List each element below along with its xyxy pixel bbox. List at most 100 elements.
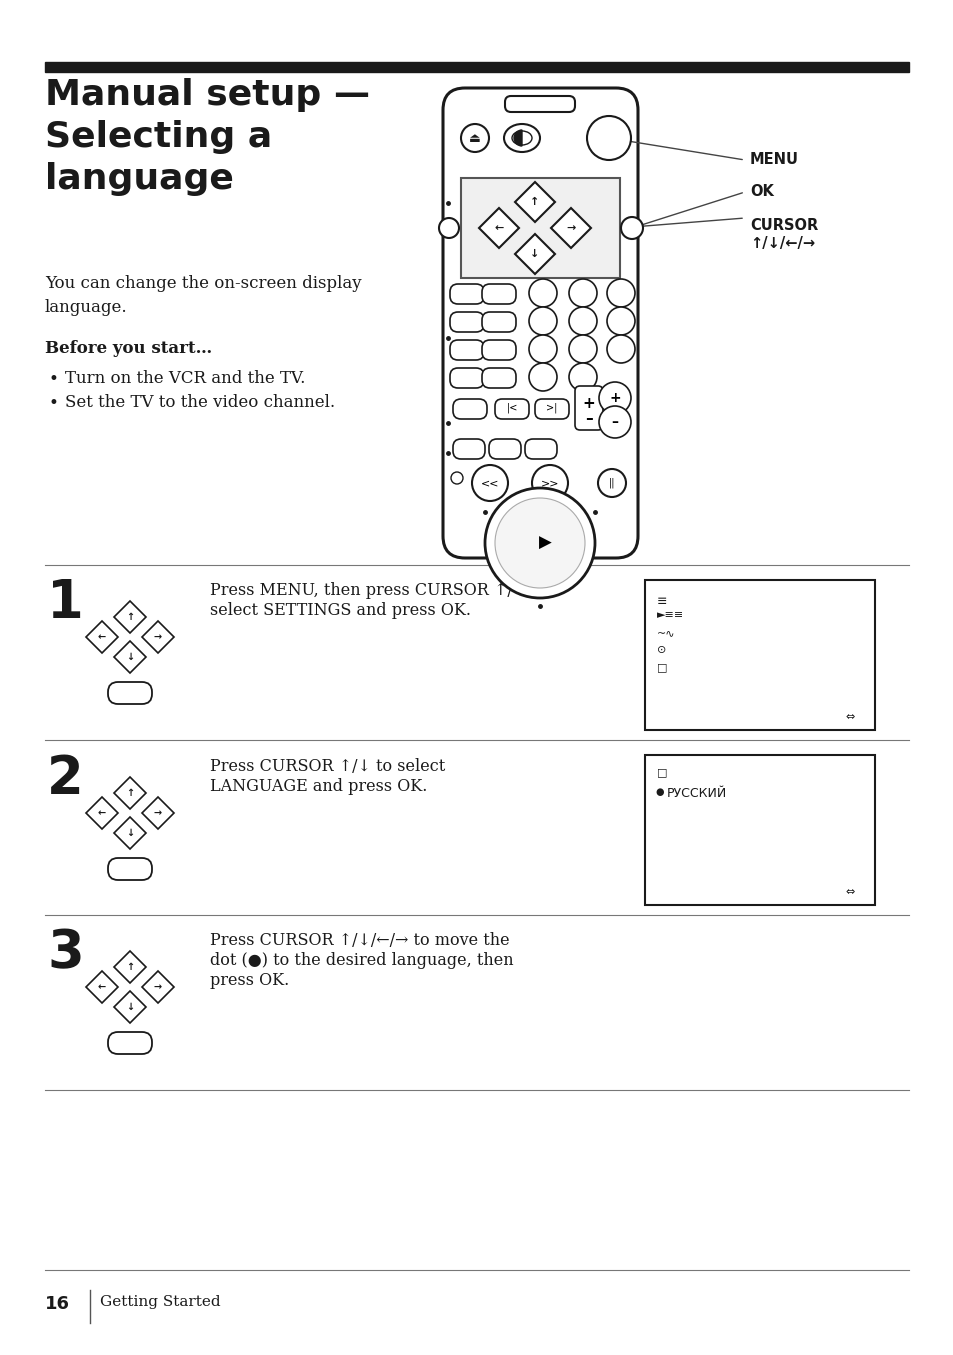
FancyBboxPatch shape <box>489 439 520 459</box>
Circle shape <box>598 406 630 438</box>
FancyBboxPatch shape <box>481 312 516 332</box>
Text: ⊙: ⊙ <box>657 645 666 654</box>
Text: →: → <box>153 808 162 818</box>
Text: ▶: ▶ <box>538 534 551 551</box>
Text: →: → <box>153 631 162 642</box>
Wedge shape <box>514 130 521 146</box>
Text: |<: |< <box>506 402 517 413</box>
Polygon shape <box>113 951 146 982</box>
Text: Set the TV to the video channel.: Set the TV to the video channel. <box>65 394 335 411</box>
Bar <box>460 178 619 278</box>
Text: <<: << <box>480 478 498 488</box>
Text: LANGUAGE and press OK.: LANGUAGE and press OK. <box>210 778 427 795</box>
FancyBboxPatch shape <box>575 386 602 430</box>
FancyBboxPatch shape <box>442 88 638 558</box>
Text: ↑: ↑ <box>126 789 134 798</box>
Text: ↑: ↑ <box>126 612 134 622</box>
Text: 3: 3 <box>47 927 84 980</box>
Text: ↓: ↓ <box>126 652 134 663</box>
Text: ⇔: ⇔ <box>844 888 854 897</box>
Circle shape <box>460 125 489 152</box>
Text: press OK.: press OK. <box>210 972 289 989</box>
Text: >|: >| <box>546 402 558 413</box>
Text: ~∿: ~∿ <box>657 627 675 638</box>
Text: РУССКИЙ: РУССКИЙ <box>666 787 726 799</box>
Circle shape <box>495 499 584 588</box>
Text: Press MENU, then press CURSOR ↑/↓ to: Press MENU, then press CURSOR ↑/↓ to <box>210 583 547 599</box>
Text: ⏏: ⏏ <box>469 131 480 145</box>
Polygon shape <box>113 641 146 673</box>
Circle shape <box>529 279 557 308</box>
Text: –: – <box>611 415 618 430</box>
Circle shape <box>606 279 635 308</box>
Text: ||: || <box>608 478 615 488</box>
Text: ↓: ↓ <box>530 249 539 259</box>
FancyBboxPatch shape <box>453 439 484 459</box>
Text: Selecting a: Selecting a <box>45 121 272 154</box>
Text: Getting Started: Getting Started <box>100 1295 220 1309</box>
FancyBboxPatch shape <box>108 682 152 705</box>
Polygon shape <box>113 817 146 850</box>
FancyBboxPatch shape <box>450 369 483 388</box>
Text: 16: 16 <box>45 1295 70 1313</box>
Text: □: □ <box>657 663 667 672</box>
Text: +: + <box>582 396 595 411</box>
Text: 1: 1 <box>47 577 84 629</box>
Text: select SETTINGS and press OK.: select SETTINGS and press OK. <box>210 602 471 619</box>
Text: →: → <box>566 224 575 233</box>
Text: ↑/↓/←/→: ↑/↓/←/→ <box>749 236 814 251</box>
Circle shape <box>620 217 642 238</box>
Circle shape <box>529 335 557 363</box>
Polygon shape <box>478 209 518 248</box>
Text: ←: ← <box>494 224 503 233</box>
FancyBboxPatch shape <box>524 439 557 459</box>
Circle shape <box>606 308 635 335</box>
Text: ⇔: ⇔ <box>844 711 854 722</box>
Text: OK: OK <box>749 184 773 199</box>
Polygon shape <box>551 209 590 248</box>
Text: Press CURSOR ↑/↓ to select: Press CURSOR ↑/↓ to select <box>210 757 445 775</box>
Circle shape <box>529 363 557 392</box>
Text: •: • <box>49 370 59 388</box>
Circle shape <box>586 117 630 160</box>
Text: language: language <box>45 163 233 196</box>
Circle shape <box>451 472 462 484</box>
Circle shape <box>472 465 507 501</box>
FancyBboxPatch shape <box>450 312 483 332</box>
Text: ↑: ↑ <box>530 196 539 207</box>
Polygon shape <box>86 797 118 829</box>
Text: →: → <box>153 982 162 992</box>
Text: ●: ● <box>655 787 662 797</box>
Polygon shape <box>86 621 118 653</box>
Text: •: • <box>49 394 59 412</box>
FancyBboxPatch shape <box>453 398 486 419</box>
Text: Press CURSOR ↑/↓/←/→ to move the: Press CURSOR ↑/↓/←/→ to move the <box>210 932 509 948</box>
Polygon shape <box>86 972 118 1003</box>
Text: Turn on the VCR and the TV.: Turn on the VCR and the TV. <box>65 370 305 388</box>
FancyBboxPatch shape <box>450 340 483 360</box>
FancyBboxPatch shape <box>108 1033 152 1054</box>
Circle shape <box>598 382 630 415</box>
Circle shape <box>606 335 635 363</box>
FancyBboxPatch shape <box>481 340 516 360</box>
Ellipse shape <box>503 125 539 152</box>
Circle shape <box>568 279 597 308</box>
Bar <box>644 755 874 905</box>
Text: –: – <box>584 412 592 427</box>
Text: MENU: MENU <box>749 153 799 168</box>
FancyBboxPatch shape <box>108 858 152 879</box>
Text: ↑: ↑ <box>126 962 134 972</box>
Circle shape <box>568 308 597 335</box>
Circle shape <box>532 465 567 501</box>
Polygon shape <box>113 602 146 633</box>
Text: ≡: ≡ <box>657 595 667 608</box>
Circle shape <box>484 488 595 598</box>
Polygon shape <box>142 972 173 1003</box>
Polygon shape <box>515 234 555 274</box>
Text: Manual setup —: Manual setup — <box>45 79 370 112</box>
FancyBboxPatch shape <box>481 285 516 304</box>
Text: ←: ← <box>98 631 106 642</box>
Text: ←: ← <box>98 982 106 992</box>
Circle shape <box>568 335 597 363</box>
Polygon shape <box>515 182 555 222</box>
